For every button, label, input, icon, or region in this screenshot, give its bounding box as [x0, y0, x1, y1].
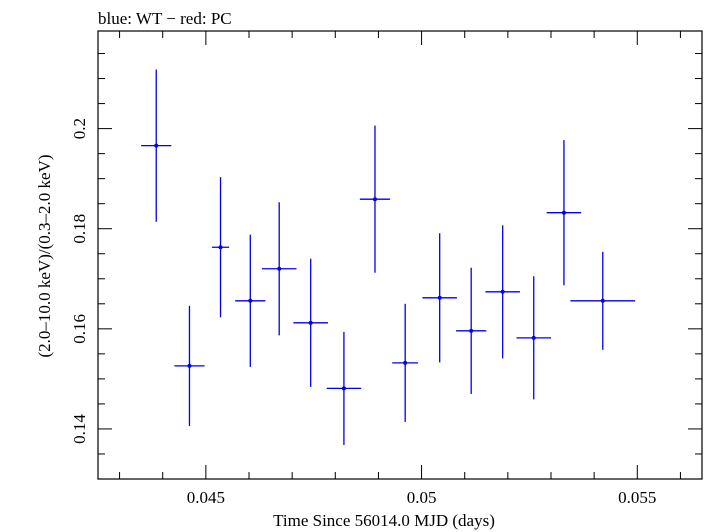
point-marker — [372, 197, 377, 202]
data-point — [141, 69, 172, 222]
y-tick-label: 0.18 — [70, 214, 89, 244]
point-marker — [154, 143, 159, 148]
y-tick-label: 0.16 — [70, 314, 89, 344]
x-tick-label: 0.05 — [407, 488, 437, 507]
x-axis-label: Time Since 56014.0 MJD (days) — [273, 511, 495, 530]
data-point — [570, 251, 636, 350]
y-axis-label: (2.0–10.0 keV)/(0.3–2.0 keV) — [35, 154, 54, 357]
point-marker — [341, 386, 346, 391]
point-marker — [277, 266, 282, 271]
data-point — [174, 305, 205, 426]
data-point — [326, 331, 362, 445]
point-marker — [187, 363, 192, 368]
point-marker — [531, 335, 536, 340]
y-tick-label: 0.2 — [70, 118, 89, 139]
axis-ticks: 0.045 0.05 0.055 0.14 0.16 0.18 0.2 — [70, 31, 702, 507]
point-marker — [403, 360, 408, 365]
point-marker — [500, 289, 505, 294]
point-marker — [248, 298, 253, 303]
data-point — [546, 140, 582, 286]
data-point — [359, 125, 391, 273]
data-point — [392, 303, 419, 422]
x-tick-label: 0.055 — [618, 488, 656, 507]
y-tick-label: 0.14 — [70, 414, 89, 444]
data-point — [422, 233, 457, 363]
data-point — [211, 177, 230, 318]
point-marker — [437, 295, 442, 300]
data-points — [141, 69, 636, 445]
point-marker — [218, 245, 223, 250]
plot-frame — [97, 30, 703, 480]
data-point — [293, 258, 328, 387]
data-point — [516, 276, 551, 400]
chart-title: blue: WT − red: PC — [98, 9, 232, 28]
point-marker — [600, 298, 605, 303]
data-point — [261, 202, 297, 336]
data-point — [485, 225, 520, 359]
x-tick-label: 0.045 — [187, 488, 225, 507]
data-point — [456, 267, 487, 394]
point-marker — [561, 210, 566, 215]
point-marker — [469, 328, 474, 333]
data-point — [235, 234, 266, 367]
point-marker — [308, 320, 313, 325]
